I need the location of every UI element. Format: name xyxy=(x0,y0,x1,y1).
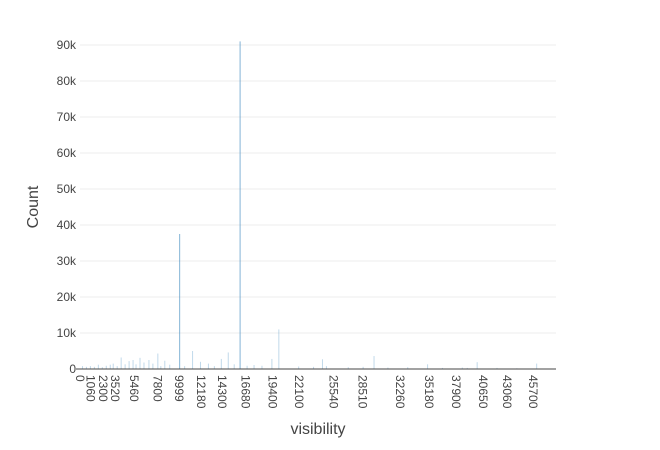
x-tick-label: 14300 xyxy=(215,375,229,409)
y-tick-label: 90k xyxy=(57,38,77,52)
histogram-bar xyxy=(109,364,111,369)
histogram-bar xyxy=(387,367,389,369)
histogram-bar xyxy=(81,366,83,369)
y-tick-label: 80k xyxy=(57,74,77,88)
histogram-bar xyxy=(124,364,126,369)
x-tick-label: 12180 xyxy=(194,375,208,409)
y-tick-label: 70k xyxy=(57,110,77,124)
histogram-bar xyxy=(278,329,280,369)
y-axis-title: Count xyxy=(25,185,42,228)
x-tick-label: 40650 xyxy=(476,375,490,409)
histogram-bar xyxy=(184,366,186,369)
histogram-bar xyxy=(373,356,375,369)
histogram-bar xyxy=(239,41,241,370)
histogram-bar xyxy=(112,363,114,369)
histogram-bar xyxy=(132,360,134,369)
x-tick-label: 16680 xyxy=(238,375,252,409)
x-tick-label: 19400 xyxy=(265,375,279,409)
histogram-bar xyxy=(139,357,141,369)
x-tick-label: 9999 xyxy=(172,375,186,402)
x-tick-label: 5460 xyxy=(127,375,141,402)
x-axis-title: visibility xyxy=(290,421,345,438)
y-tick-label: 0 xyxy=(69,362,76,376)
y-tick-label: 30k xyxy=(57,254,77,268)
histogram-bar xyxy=(148,360,150,369)
histogram-bar xyxy=(321,359,323,369)
histogram-bar xyxy=(97,364,99,369)
x-tick-label: 28510 xyxy=(356,375,370,409)
histogram-bar xyxy=(207,363,209,369)
histogram-bar xyxy=(261,365,263,369)
histogram-bar xyxy=(362,366,364,369)
histogram-bar xyxy=(179,234,181,369)
histogram-bar xyxy=(152,363,154,369)
histogram-bar xyxy=(157,353,159,369)
histogram-bar xyxy=(135,364,137,369)
x-tick-label: 37900 xyxy=(449,375,463,409)
y-tick-label: 40k xyxy=(57,218,77,232)
y-tick-label: 10k xyxy=(57,326,77,340)
bars xyxy=(81,41,538,370)
y-tick-label: 60k xyxy=(57,146,77,160)
x-tick-label: 32260 xyxy=(393,375,407,409)
histogram-bar xyxy=(89,366,91,369)
histogram-bar xyxy=(105,365,107,369)
histogram-bar xyxy=(233,364,235,369)
histogram-bar xyxy=(85,366,87,369)
y-tick-label: 50k xyxy=(57,182,77,196)
histogram-bar xyxy=(298,366,300,369)
histogram-bar xyxy=(116,366,118,369)
x-tick-label: 0 xyxy=(73,375,87,382)
histogram-bar xyxy=(220,358,222,369)
x-tick-label: 1060 xyxy=(84,375,98,402)
y-tick-labels: 0 10k 20k 30k 40k 50k 60k 70k 80k 90k xyxy=(57,38,77,376)
x-tick-label: 45700 xyxy=(526,375,540,409)
histogram-bar xyxy=(93,366,95,369)
histogram-bar xyxy=(271,358,273,369)
histogram-bar xyxy=(476,362,478,369)
histogram-bar xyxy=(101,367,103,369)
histogram-bar xyxy=(120,357,122,369)
x-tick-label: 3520 xyxy=(108,375,122,402)
x-tick-label: 2300 xyxy=(96,375,110,402)
histogram-bar xyxy=(407,367,409,369)
histogram-bar xyxy=(427,364,429,369)
histogram-bar xyxy=(313,366,315,369)
histogram-bar xyxy=(213,366,215,369)
histogram-bar xyxy=(325,366,327,369)
histogram-bar xyxy=(347,367,349,369)
histogram-bar xyxy=(253,365,255,369)
histogram-bar xyxy=(199,361,201,369)
histogram-bar xyxy=(169,364,171,369)
y-tick-label: 20k xyxy=(57,290,77,304)
histogram-bar xyxy=(143,362,145,369)
histogram-bar xyxy=(461,367,463,369)
histogram-bar xyxy=(160,366,162,369)
x-tick-label: 35180 xyxy=(422,375,436,409)
x-tick-label: 25540 xyxy=(326,375,340,409)
histogram-bar xyxy=(192,351,194,369)
x-tick-label: 22100 xyxy=(292,375,306,409)
histogram-bar xyxy=(164,360,166,369)
x-tick-label: 43060 xyxy=(500,375,514,409)
histogram-bar xyxy=(536,363,538,369)
histogram-bar xyxy=(128,361,130,369)
histogram-bar xyxy=(496,367,498,369)
histogram-bar xyxy=(466,367,468,369)
x-tick-label: 7800 xyxy=(150,375,164,402)
histogram-bar xyxy=(246,365,248,369)
histogram-bar xyxy=(441,367,443,369)
gridlines xyxy=(80,44,556,334)
histogram-bar xyxy=(227,352,229,369)
